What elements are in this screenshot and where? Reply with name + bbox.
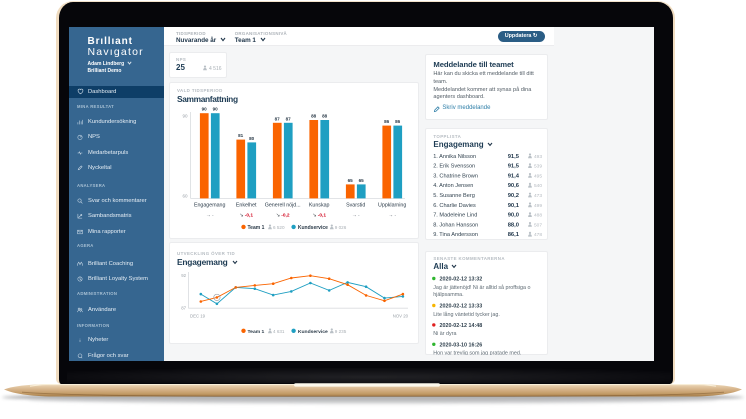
svg-text:87: 87 bbox=[181, 306, 186, 311]
svg-text:493: 493 bbox=[534, 154, 542, 160]
svg-text:65: 65 bbox=[359, 178, 365, 183]
svg-text:88: 88 bbox=[322, 113, 328, 118]
svg-text:hjälpsamma.: hjälpsamma. bbox=[433, 291, 463, 297]
svg-text:539: 539 bbox=[534, 164, 542, 170]
svg-text:499: 499 bbox=[534, 203, 542, 209]
svg-text:65: 65 bbox=[348, 178, 354, 183]
svg-text:Kunskap: Kunskap bbox=[309, 202, 330, 208]
svg-text:90: 90 bbox=[182, 114, 188, 119]
svg-text:488: 488 bbox=[534, 213, 542, 219]
svg-text:90,1: 90,1 bbox=[508, 203, 520, 209]
svg-text:→ -: → - bbox=[352, 213, 360, 218]
svg-text:Engagemang: Engagemang bbox=[194, 202, 226, 208]
svg-text:2. Erik Svensson: 2. Erik Svensson bbox=[433, 164, 475, 170]
svg-text:Hon var trevlig som jag pratad: Hon var trevlig som jag pratade med. bbox=[433, 350, 521, 355]
svg-text:8. Johan Hansson: 8. Johan Hansson bbox=[433, 223, 478, 229]
svg-text:→ -: → - bbox=[206, 213, 214, 218]
svg-text:86: 86 bbox=[384, 119, 390, 124]
svg-text:80: 80 bbox=[249, 136, 255, 141]
svg-text:2020-03-10 16:26: 2020-03-10 16:26 bbox=[440, 342, 483, 348]
svg-text:473: 473 bbox=[534, 193, 542, 199]
svg-text:Team 1: Team 1 bbox=[248, 329, 265, 335]
svg-text:92: 92 bbox=[181, 273, 186, 278]
svg-text:Uppklarning: Uppklarning bbox=[378, 202, 406, 208]
svg-text:Generell nöjd...: Generell nöjd... bbox=[265, 202, 301, 208]
svg-text:DEC 19: DEC 19 bbox=[190, 314, 206, 319]
svg-text:540: 540 bbox=[534, 184, 542, 190]
svg-text:88,0: 88,0 bbox=[508, 223, 519, 229]
svg-text:4. Anton Jensen: 4. Anton Jensen bbox=[433, 184, 473, 190]
svg-text:Ni är dyra: Ni är dyra bbox=[433, 331, 456, 337]
svg-text:91,4: 91,4 bbox=[508, 174, 520, 180]
svg-text:1. Annika Nilsson: 1. Annika Nilsson bbox=[433, 154, 476, 160]
svg-text:↘ -0,1: ↘ -0,1 bbox=[239, 212, 253, 218]
svg-text:90: 90 bbox=[213, 107, 219, 112]
svg-text:9 026: 9 026 bbox=[335, 225, 347, 230]
svg-text:Kundservice: Kundservice bbox=[298, 225, 328, 231]
svg-text:87: 87 bbox=[275, 116, 281, 121]
svg-text:88: 88 bbox=[311, 113, 317, 118]
svg-text:87: 87 bbox=[286, 116, 292, 121]
svg-text:6. Charlie Davies: 6. Charlie Davies bbox=[433, 203, 476, 209]
svg-text:→ -: → - bbox=[388, 213, 396, 218]
svg-text:90,6: 90,6 bbox=[508, 184, 520, 190]
svg-text:↘ -0,1: ↘ -0,1 bbox=[312, 212, 326, 218]
svg-text:3. Chatrine Brown: 3. Chatrine Brown bbox=[433, 174, 478, 180]
svg-text:9. Tina Andersson: 9. Tina Andersson bbox=[433, 233, 478, 239]
svg-text:Lite lång väntetid tycker jag.: Lite lång väntetid tycker jag. bbox=[433, 310, 500, 317]
svg-text:91,5: 91,5 bbox=[508, 164, 520, 170]
svg-text:4 631: 4 631 bbox=[273, 329, 285, 334]
svg-text:507: 507 bbox=[534, 223, 542, 229]
svg-text:NOV 20: NOV 20 bbox=[393, 314, 409, 319]
svg-text:Jag är jättenöjd! Ni är alltid: Jag är jättenöjd! Ni är alltid så proffs… bbox=[433, 283, 530, 290]
svg-text:478: 478 bbox=[534, 233, 542, 239]
svg-text:5. Susanne Berg: 5. Susanne Berg bbox=[433, 193, 475, 199]
svg-text:60: 60 bbox=[182, 194, 188, 199]
svg-text:81: 81 bbox=[238, 133, 244, 138]
svg-text:4 516: 4 516 bbox=[209, 66, 222, 72]
svg-text:6 520: 6 520 bbox=[273, 225, 285, 230]
svg-text:90,2: 90,2 bbox=[508, 193, 519, 199]
svg-text:2020-02-12 13:33: 2020-02-12 13:33 bbox=[440, 303, 483, 309]
svg-text:7. Madeleine Lind: 7. Madeleine Lind bbox=[433, 213, 477, 219]
svg-text:495: 495 bbox=[534, 174, 542, 180]
svg-text:90,0: 90,0 bbox=[508, 213, 519, 219]
svg-text:2020-02-12 13:32: 2020-02-12 13:32 bbox=[440, 276, 483, 282]
svg-text:Enkelhet: Enkelhet bbox=[236, 202, 257, 208]
svg-text:Team 1: Team 1 bbox=[248, 225, 265, 231]
svg-text:↘ -0,2: ↘ -0,2 bbox=[276, 212, 290, 218]
svg-text:86: 86 bbox=[395, 119, 401, 124]
svg-text:2020-02-12 14:48: 2020-02-12 14:48 bbox=[440, 323, 483, 329]
svg-text:Svarstid: Svarstid bbox=[346, 202, 365, 208]
svg-text:Kundservice: Kundservice bbox=[298, 329, 328, 335]
svg-text:9 235: 9 235 bbox=[335, 329, 347, 334]
svg-text:86,1: 86,1 bbox=[508, 233, 520, 239]
svg-text:91,5: 91,5 bbox=[508, 154, 520, 160]
svg-text:90: 90 bbox=[202, 107, 208, 112]
